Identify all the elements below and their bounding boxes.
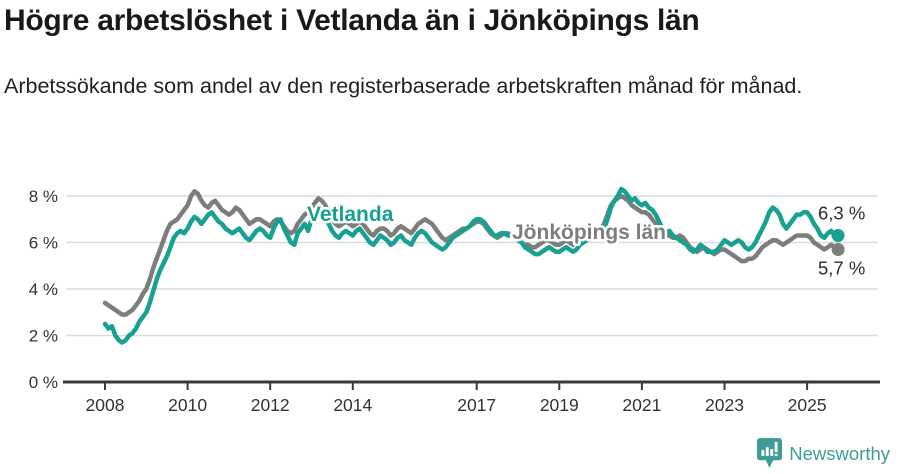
y-axis-tick-label: 0 % [29, 373, 58, 392]
y-axis-tick-label: 8 % [29, 187, 58, 206]
unemployment-line-chart: 0 % 2 % 4 % 6 % 8 % 2008 2010 2012 2014 2017 2019 2… [29, 186, 880, 415]
x-axis-tick-label: 2021 [622, 395, 661, 415]
y-axis-tick-label: 6 % [29, 234, 58, 253]
series-line-vetlanda [102, 186, 841, 345]
x-axis-tick-label: 2010 [168, 395, 207, 415]
series-end-value-label: 6,3 % [818, 203, 865, 224]
x-axis-tick-label: 2025 [788, 395, 827, 415]
x-axis-tick-label: 2014 [333, 395, 372, 415]
x-axis-tick-label: 2017 [457, 395, 496, 415]
x-axis-tick-label: 2008 [86, 395, 125, 415]
chart-subtitle: Arbetssökande som andel av den registerb… [4, 74, 803, 98]
series-end-dot-jonkopings-lan [831, 242, 845, 256]
newsworthy-logo: Newsworthy [757, 438, 890, 469]
series-line-jonkopings-lan [102, 189, 841, 317]
y-axis-tick-label: 2 % [29, 327, 58, 346]
newsworthy-bubble-chart-icon [757, 438, 783, 469]
newsworthy-brand-text: Newsworthy [789, 442, 890, 464]
x-axis-tick-label: 2012 [251, 395, 290, 415]
series-inline-label-vetlanda: Vetlanda [307, 203, 394, 226]
series-inline-label-jonkopings-lan: Jönköpings län [512, 221, 666, 244]
series-end-value-label: 5,7 % [818, 257, 865, 278]
y-axis-tick-label: 4 % [29, 280, 58, 299]
chart-title: Högre arbetslöshet i Vetlanda än i Jönkö… [4, 4, 700, 37]
x-axis-tick-label: 2023 [705, 395, 744, 415]
x-axis-tick-label: 2019 [540, 395, 579, 415]
series-end-dot-vetlanda [831, 229, 845, 243]
